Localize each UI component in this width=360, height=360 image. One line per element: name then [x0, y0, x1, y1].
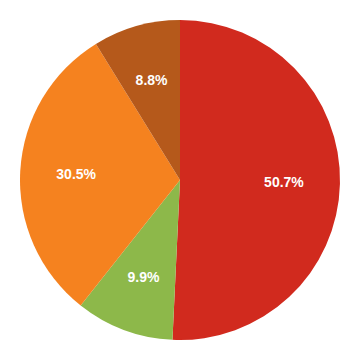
svg-text:30.5%: 30.5% — [56, 166, 96, 182]
svg-text:9.9%: 9.9% — [128, 269, 160, 285]
svg-text:8.8%: 8.8% — [136, 72, 168, 88]
svg-text:50.7%: 50.7% — [264, 174, 304, 190]
